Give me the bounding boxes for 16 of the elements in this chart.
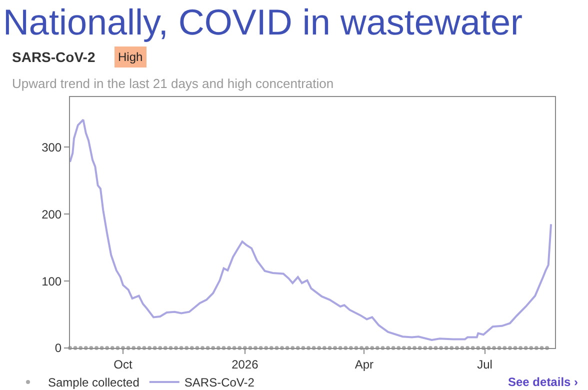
y-tick-label: 300 — [42, 140, 62, 154]
y-tick-label: 0 — [54, 341, 62, 356]
legend-label: Sample collected — [48, 376, 140, 390]
legend-label: SARS-CoV-2 — [184, 376, 255, 390]
x-tick-label: Jul — [477, 357, 492, 372]
x-tick-label: Apr — [354, 357, 374, 372]
y-tick-label: 100 — [42, 274, 62, 288]
x-tick-label: 2026 — [232, 357, 259, 372]
chart-subtitle: Upward trend in the last 21 days and high concentration — [12, 76, 334, 91]
text: High — [118, 50, 143, 64]
x-tick-label: Oct — [114, 357, 134, 372]
text: SARS-CoV-2 — [12, 49, 96, 65]
line-series — [70, 118, 552, 341]
y-tick-label: 200 — [42, 207, 62, 222]
text: See details › — [508, 375, 578, 389]
chart-title: Nationally, COVID in wastewater — [2, 2, 522, 43]
